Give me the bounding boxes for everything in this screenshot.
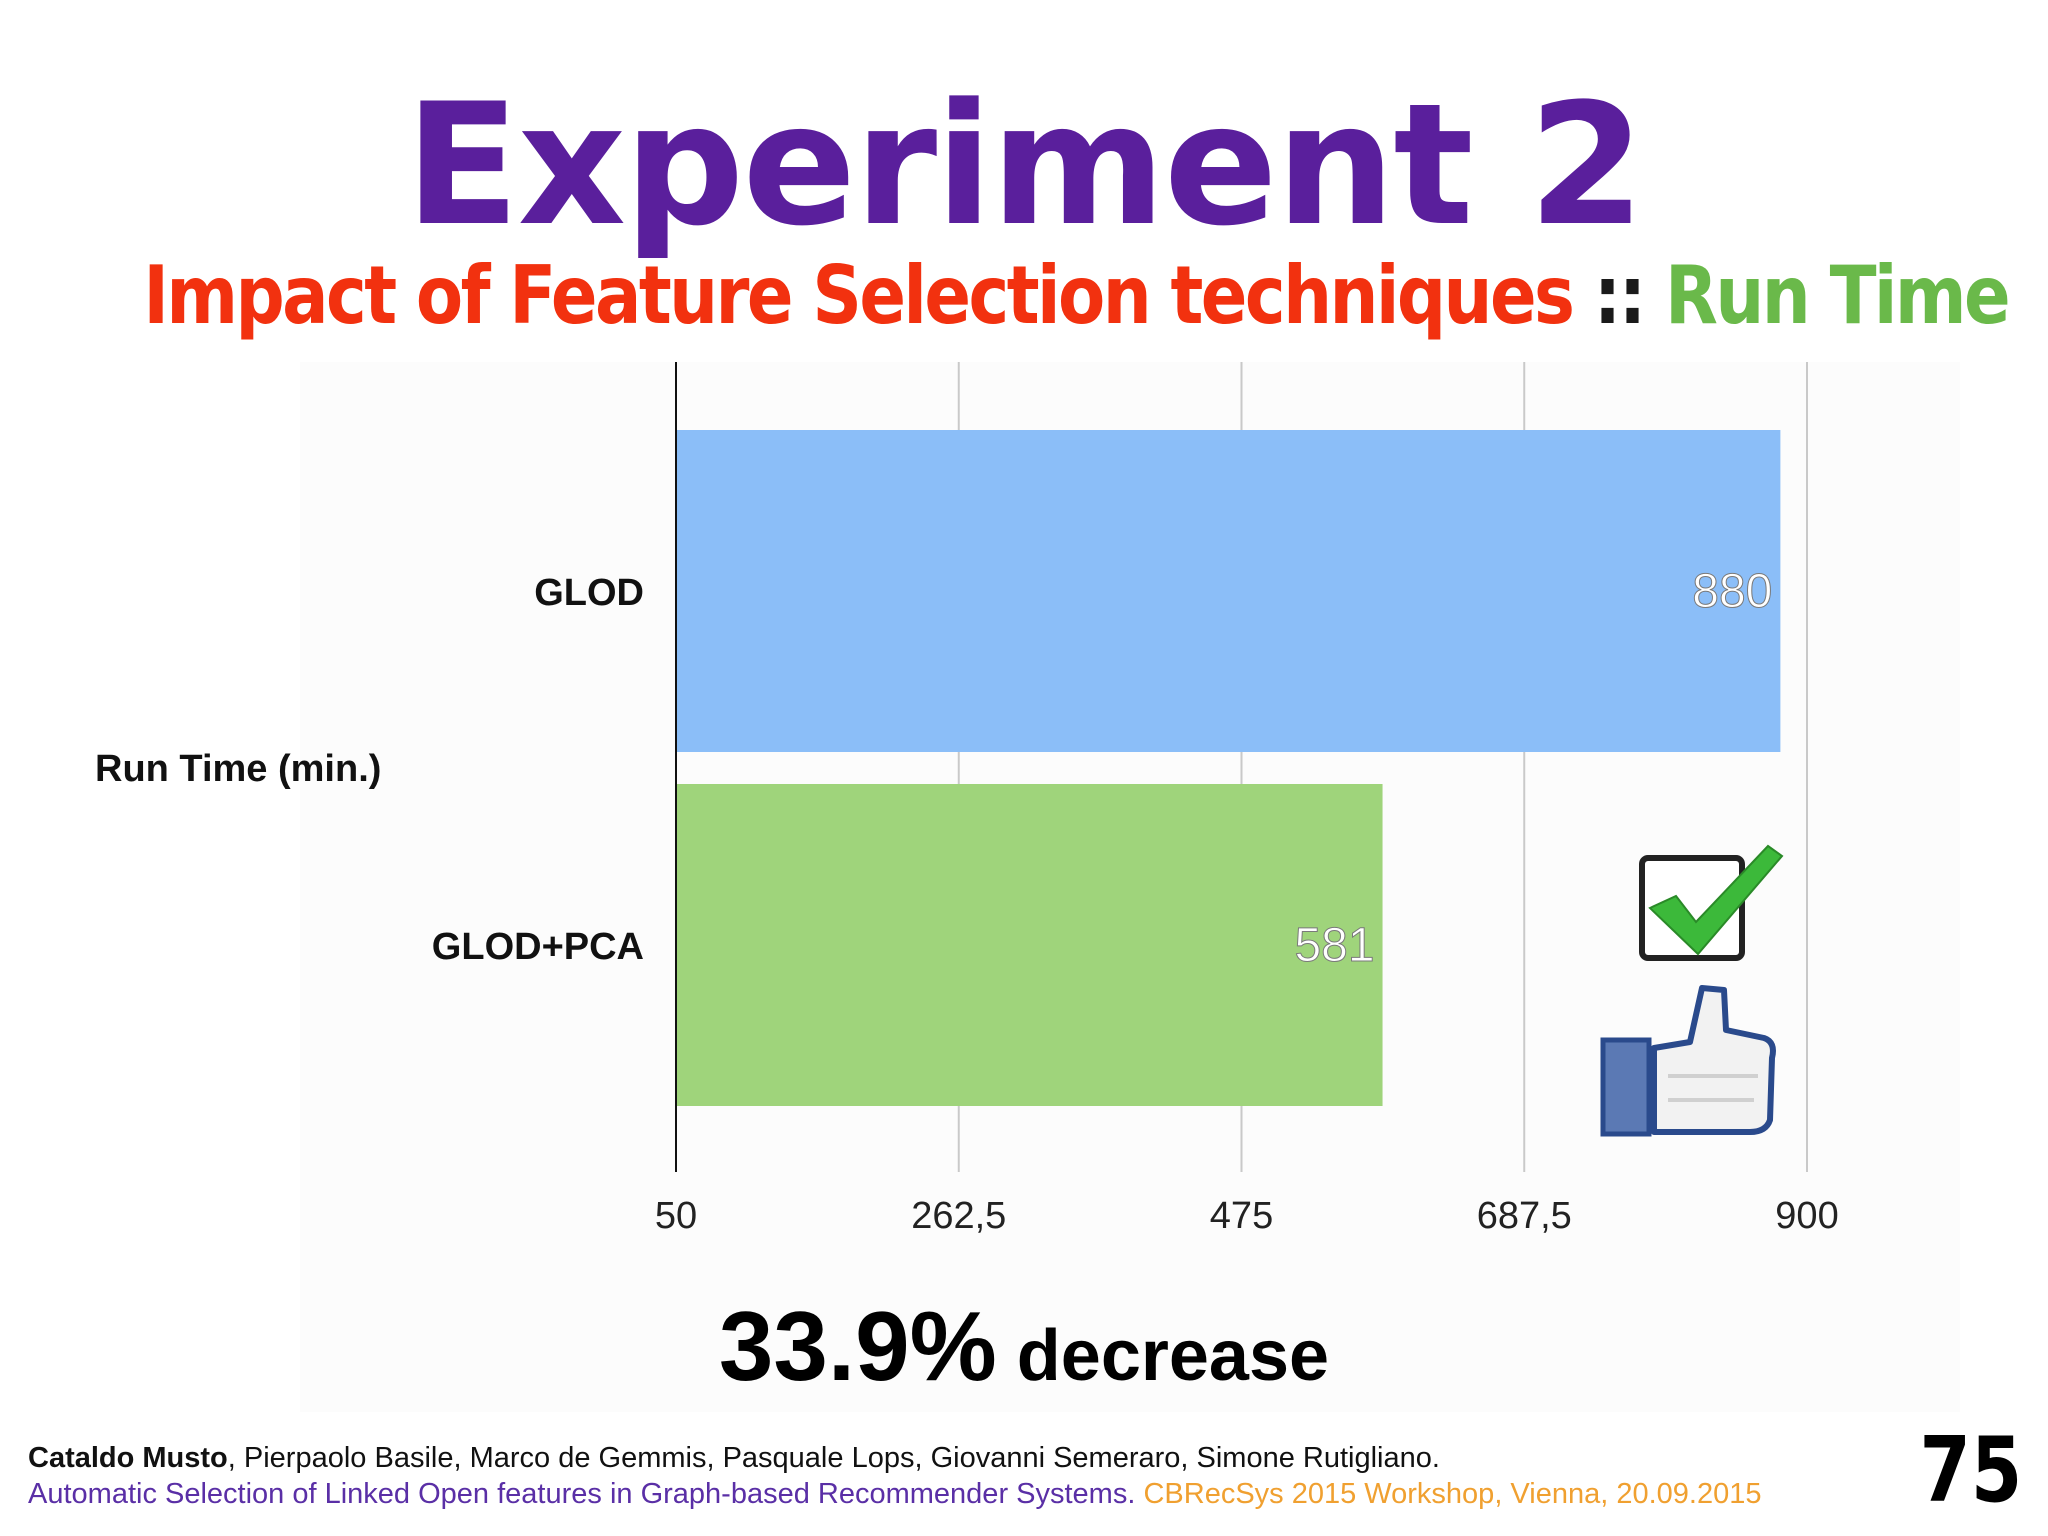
subtitle-metric: Run Time bbox=[1665, 249, 2011, 342]
bar-data-label: 581 bbox=[1294, 919, 1374, 972]
slide-title: Experiment 2 bbox=[404, 67, 1645, 263]
x-tick-label: 900 bbox=[1775, 1195, 1838, 1237]
decrease-callout: 33.9% decrease bbox=[0, 1290, 2048, 1403]
footer-coauthors: , Pierpaolo Basile, Marco de Gemmis, Pas… bbox=[227, 1442, 1440, 1474]
bar-glod bbox=[676, 430, 1781, 752]
x-tick-label: 262,5 bbox=[911, 1195, 1006, 1237]
checkbox-check-icon bbox=[1639, 844, 1784, 961]
footer-paper-separator: . bbox=[1127, 1478, 1144, 1510]
footer-paper-title: Automatic Selection of Linked Open featu… bbox=[28, 1478, 1128, 1510]
subtitle-separator: :: bbox=[1572, 249, 1666, 342]
footer-lead-author: Cataldo Musto bbox=[28, 1442, 228, 1474]
category-label: GLOD bbox=[534, 572, 644, 614]
footer-reference: Automatic Selection of Linked Open featu… bbox=[28, 1478, 1761, 1511]
x-tick-label: 50 bbox=[655, 1195, 697, 1237]
slide-subtitle: Impact of Feature Selection techniques :… bbox=[143, 248, 2010, 344]
footer-authors: Cataldo Musto, Pierpaolo Basile, Marco d… bbox=[28, 1442, 1440, 1475]
thumbs-up-icon bbox=[1600, 985, 1776, 1137]
decrease-text: decrease bbox=[996, 1316, 1330, 1396]
subtitle-topic: Impact of Feature Selection techniques bbox=[143, 249, 1575, 342]
x-tick-label: 687,5 bbox=[1477, 1195, 1572, 1237]
bar-data-label: 880 bbox=[1692, 565, 1772, 618]
decrease-percentage: 33.9% bbox=[718, 1291, 997, 1401]
x-tick-label: 475 bbox=[1210, 1195, 1273, 1237]
bar-glod-pca bbox=[676, 784, 1383, 1106]
footer-venue: CBRecSys 2015 Workshop, Vienna, 20.09.20… bbox=[1143, 1478, 1762, 1510]
y-axis-label: Run Time (min.) bbox=[95, 748, 382, 790]
page-number: 75 bbox=[1919, 1418, 2022, 1523]
category-label: GLOD+PCA bbox=[432, 926, 644, 968]
